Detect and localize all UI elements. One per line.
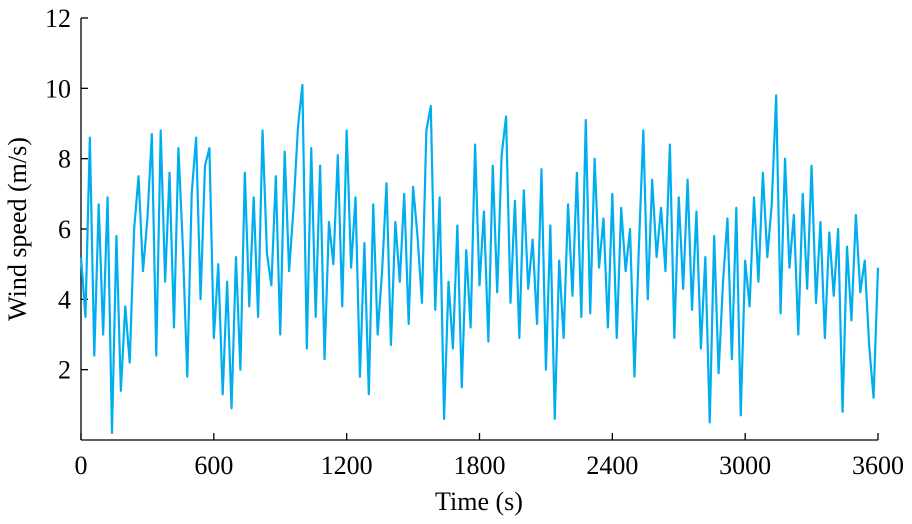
x-tick-label: 1200	[321, 451, 373, 480]
x-tick-label: 3600	[852, 451, 904, 480]
y-tick-label: 6	[58, 215, 71, 244]
y-tick-label: 4	[58, 285, 71, 314]
y-tick-label: 12	[45, 4, 71, 33]
x-tick-label: 3000	[719, 451, 771, 480]
y-axis-label: Wind speed (m/s)	[3, 137, 32, 321]
y-tick-label: 2	[58, 356, 71, 385]
x-tick-label: 1800	[454, 451, 506, 480]
x-axis-label: Time (s)	[435, 487, 523, 516]
y-tick-label: 10	[45, 74, 71, 103]
data-line	[79, 83, 880, 435]
y-tick-label: 8	[58, 145, 71, 174]
x-tick-label: 0	[75, 451, 88, 480]
x-tick-label: 2400	[586, 451, 638, 480]
x-tick-label: 600	[194, 451, 233, 480]
